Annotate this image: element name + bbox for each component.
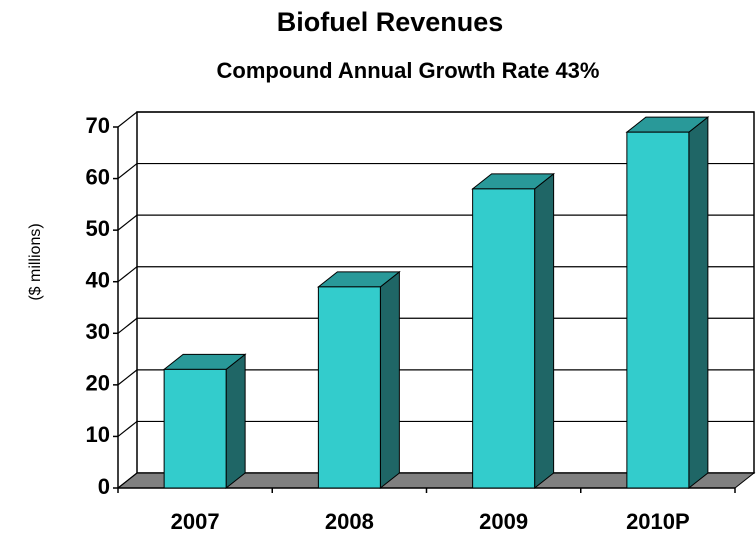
y-tick-label: 70 bbox=[86, 113, 110, 138]
y-tick-label: 0 bbox=[98, 474, 110, 499]
bar bbox=[472, 188, 536, 489]
bar bbox=[163, 368, 227, 489]
grid-line bbox=[117, 111, 754, 128]
x-tick-label: 2009 bbox=[479, 509, 528, 534]
chart-subtitle: Compound Annual Growth Rate 43% bbox=[217, 58, 600, 83]
y-tick-label: 20 bbox=[86, 371, 110, 396]
x-tick-label: 2010P bbox=[626, 509, 690, 534]
grid-line bbox=[117, 162, 754, 180]
y-tick-label: 10 bbox=[86, 422, 110, 447]
x-tick-label: 2007 bbox=[171, 509, 220, 534]
bar-side bbox=[688, 116, 709, 490]
y-tick-label: 40 bbox=[86, 268, 110, 293]
y-tick-label: 60 bbox=[86, 164, 110, 189]
bar bbox=[626, 131, 690, 489]
bar-side bbox=[379, 270, 400, 490]
y-tick-label: 30 bbox=[86, 319, 110, 344]
chart-title: Biofuel Revenues bbox=[277, 7, 504, 37]
bar-side bbox=[225, 353, 246, 490]
y-tick-label: 50 bbox=[86, 216, 110, 241]
bar-side bbox=[534, 172, 555, 490]
x-tick-label: 2008 bbox=[325, 509, 374, 534]
bar bbox=[317, 286, 381, 489]
y-axis-label: ($ millions) bbox=[27, 223, 44, 300]
